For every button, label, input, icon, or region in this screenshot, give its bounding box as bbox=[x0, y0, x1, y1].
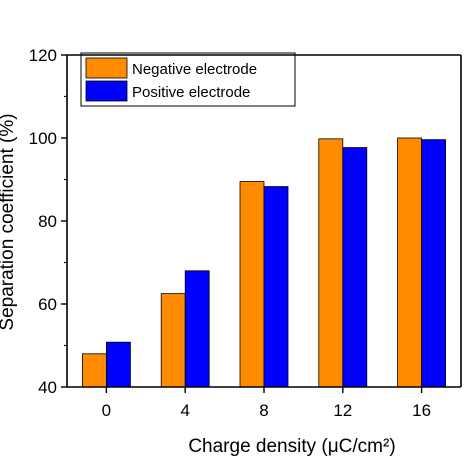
bar-negative-8 bbox=[239, 181, 265, 388]
bar-positive-12 bbox=[342, 147, 368, 388]
bar-positive-4 bbox=[184, 270, 210, 388]
legend-swatch-positive bbox=[85, 80, 128, 102]
legend-frame bbox=[80, 52, 296, 107]
y-tick-label: 40 bbox=[38, 378, 57, 397]
x-ticks-group: 0 4 8 12 16 bbox=[102, 387, 431, 420]
y-tick-label: 120 bbox=[29, 46, 57, 65]
x-tick-label: 4 bbox=[180, 401, 189, 420]
y-ticks-group: 40 60 80 100 120 bbox=[29, 46, 67, 397]
legend-swatch-negative bbox=[85, 57, 128, 79]
y-tick-label: 100 bbox=[29, 129, 57, 148]
bar-negative-12 bbox=[318, 138, 344, 388]
bar-negative-4 bbox=[160, 293, 186, 388]
x-tick-label: 12 bbox=[333, 401, 352, 420]
bar-positive-8 bbox=[263, 186, 289, 388]
legend: Negative electrode Positive electrode bbox=[80, 52, 296, 107]
bar-negative-16 bbox=[397, 137, 423, 388]
bar-negative-0 bbox=[82, 353, 107, 388]
x-tick-label: 16 bbox=[412, 401, 431, 420]
y-tick-label: 80 bbox=[38, 212, 57, 231]
legend-label-negative: Negative electrode bbox=[132, 61, 257, 78]
bars-group bbox=[82, 137, 447, 388]
bar-positive-16 bbox=[421, 139, 447, 388]
y-tick-label: 60 bbox=[38, 295, 57, 314]
legend-label-positive: Positive electrode bbox=[132, 84, 250, 101]
x-axis-label: Charge density (μC/cm²) bbox=[188, 436, 395, 457]
x-tick-label: 0 bbox=[102, 401, 111, 420]
bar-positive-0 bbox=[106, 341, 131, 388]
x-tick-label: 8 bbox=[259, 401, 268, 420]
y-axis-label: Separation coefficient (%) bbox=[0, 113, 18, 330]
